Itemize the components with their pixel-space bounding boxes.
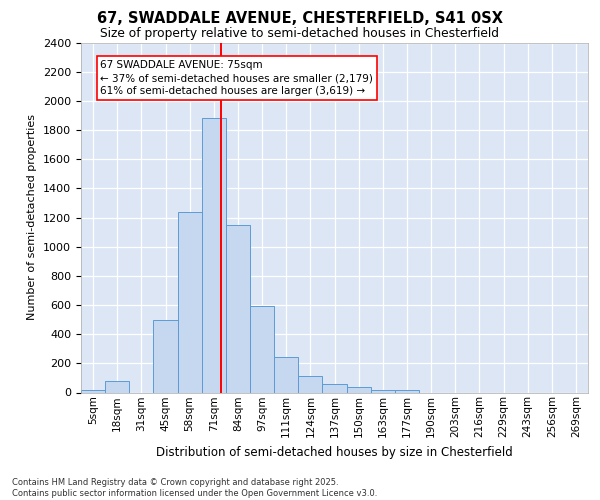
Bar	[371, 390, 395, 392]
Bar	[395, 390, 419, 392]
Bar	[226, 225, 250, 392]
Bar	[250, 306, 274, 392]
Bar	[81, 390, 105, 392]
Bar	[274, 357, 298, 392]
Text: 67 SWADDALE AVENUE: 75sqm
← 37% of semi-detached houses are smaller (2,179)
61% : 67 SWADDALE AVENUE: 75sqm ← 37% of semi-…	[100, 60, 373, 96]
Y-axis label: Number of semi-detached properties: Number of semi-detached properties	[28, 114, 37, 320]
Bar	[154, 320, 178, 392]
X-axis label: Distribution of semi-detached houses by size in Chesterfield: Distribution of semi-detached houses by …	[156, 446, 513, 458]
Text: Size of property relative to semi-detached houses in Chesterfield: Size of property relative to semi-detach…	[101, 27, 499, 40]
Text: Contains HM Land Registry data © Crown copyright and database right 2025.
Contai: Contains HM Land Registry data © Crown c…	[12, 478, 377, 498]
Bar	[178, 212, 202, 392]
Text: 67, SWADDALE AVENUE, CHESTERFIELD, S41 0SX: 67, SWADDALE AVENUE, CHESTERFIELD, S41 0…	[97, 11, 503, 26]
Bar	[347, 388, 371, 392]
Bar	[105, 381, 129, 392]
Bar	[322, 384, 347, 392]
Bar	[202, 118, 226, 392]
Bar	[298, 376, 322, 392]
